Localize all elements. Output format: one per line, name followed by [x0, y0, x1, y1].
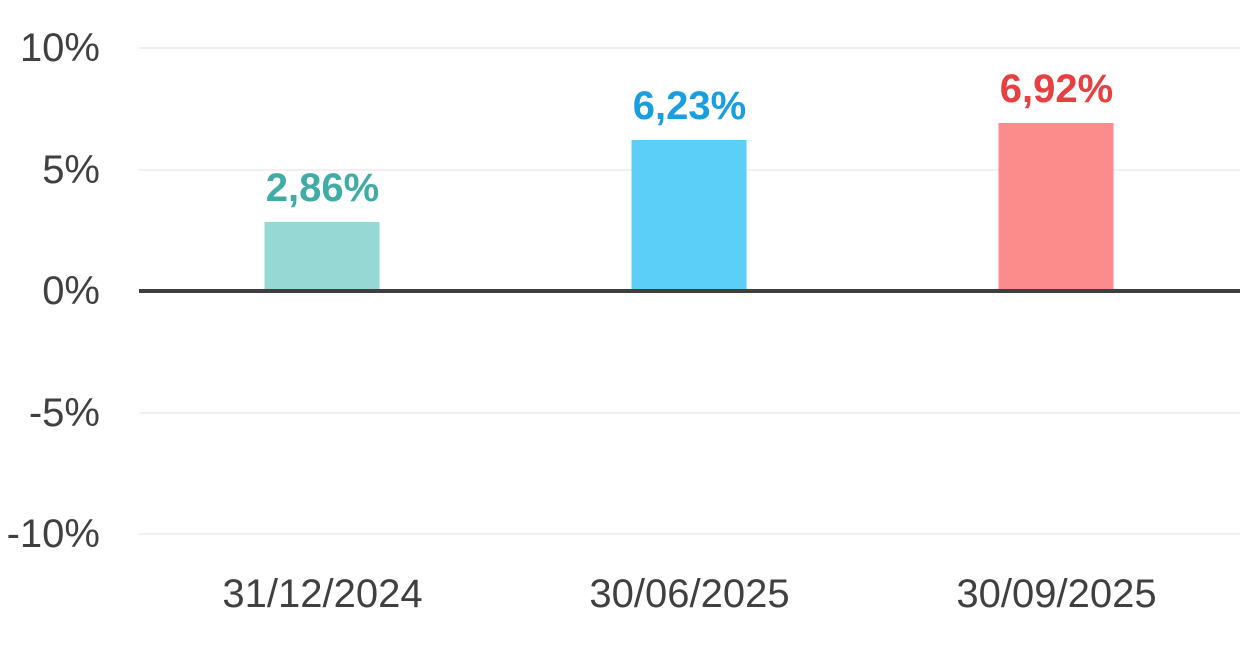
y-axis-tick-label: 10% — [19, 26, 100, 70]
y-axis-tick-label: -5% — [28, 390, 100, 435]
y-axis-tick-label: 5% — [42, 147, 100, 192]
bar-value-label: 6,92% — [999, 66, 1114, 111]
y-axis: 10% 5% 0% -5% -10% — [0, 28, 100, 554]
bar-group: 2,86% — [139, 48, 506, 291]
plot-area: 2,86% 6,23% 6,92% — [139, 47, 1240, 535]
gridline — [139, 533, 1240, 535]
bar-value-label: 2,86% — [265, 165, 380, 210]
bar — [998, 122, 1114, 291]
bar — [264, 221, 380, 291]
gridline — [139, 411, 1240, 414]
x-axis-tick-label: 30/06/2025 — [589, 572, 790, 616]
x-axis-tick-label: 31/12/2024 — [222, 572, 423, 616]
x-axis-tick-label: 30/09/2025 — [956, 572, 1157, 616]
bar — [631, 139, 747, 291]
y-axis-tick-label: -10% — [6, 512, 100, 556]
bar-group: 6,23% — [506, 48, 873, 291]
x-axis: 31/12/2024 30/06/2025 30/09/2025 — [139, 570, 1240, 618]
y-axis-tick-label: 0% — [42, 269, 100, 313]
bar-value-label: 6,23% — [632, 83, 747, 128]
gridline — [139, 47, 1240, 49]
x-axis-zero-line — [139, 289, 1240, 293]
bar-group: 6,92% — [873, 48, 1240, 291]
